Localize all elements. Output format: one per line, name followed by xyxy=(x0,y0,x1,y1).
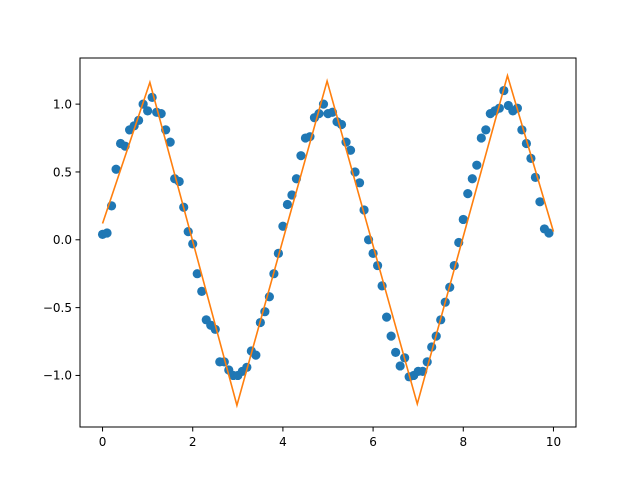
scatter-point xyxy=(535,197,545,207)
scatter-point xyxy=(296,151,306,161)
scatter-point xyxy=(391,347,401,357)
scatter-point xyxy=(192,269,202,279)
axes-frame xyxy=(79,57,577,428)
x-tick-label: 8 xyxy=(459,435,467,449)
y-tick-label: −0.5 xyxy=(43,301,72,315)
scatter-point xyxy=(467,174,477,184)
scatter-point xyxy=(544,228,554,238)
scatter-point xyxy=(251,350,261,360)
scatter-point xyxy=(458,214,468,225)
x-tick-label: 10 xyxy=(546,435,561,449)
series-line xyxy=(101,72,555,409)
scatter-point xyxy=(472,160,482,170)
x-tick-label: 0 xyxy=(99,435,107,449)
scatter-point xyxy=(102,228,112,238)
scatter-point xyxy=(197,286,207,296)
scatter-point xyxy=(282,199,293,210)
scatter-point xyxy=(354,178,365,188)
scatter-point xyxy=(476,133,486,143)
scatter-point xyxy=(143,106,153,116)
scatter-point xyxy=(395,361,405,371)
scatter-point xyxy=(345,145,356,155)
scatter-point xyxy=(165,137,175,147)
y-tick-label: −1.0 xyxy=(43,369,72,383)
scatter-point xyxy=(386,331,396,341)
y-tick-label: 0.5 xyxy=(53,165,72,179)
x-tick-label: 2 xyxy=(189,435,197,449)
plot-area xyxy=(97,72,555,409)
x-tick-label: 6 xyxy=(369,435,377,449)
scatter-point xyxy=(382,312,392,322)
scatter-point xyxy=(494,103,504,113)
scatter-point xyxy=(111,164,121,174)
scatter-point xyxy=(481,125,491,135)
y-tick-label: 1.0 xyxy=(53,97,72,111)
x-tick-label: 4 xyxy=(279,435,287,449)
scatter-point xyxy=(463,189,473,199)
scatter-point xyxy=(278,221,288,231)
axes: 0 2 4 6 8 10 −1.0 −0.5 0.0 0.5 1.0 xyxy=(43,57,577,449)
y-tick-label: 0.0 xyxy=(53,233,72,247)
